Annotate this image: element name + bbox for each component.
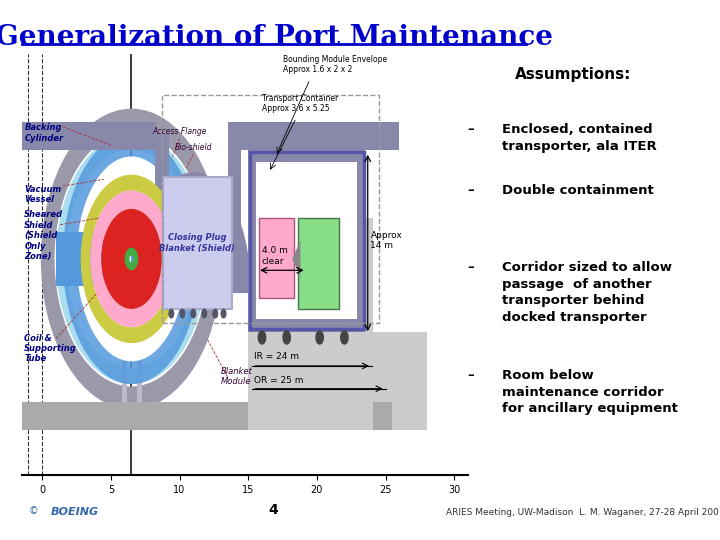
Text: Closing Plug
Blanket (Shield): Closing Plug Blanket (Shield) bbox=[159, 233, 235, 253]
Bar bbox=[137, 316, 143, 407]
Text: –: – bbox=[467, 261, 474, 274]
Bar bbox=[228, 134, 241, 293]
Text: Transport Container
Approx 3.6 x 5.25: Transport Container Approx 3.6 x 5.25 bbox=[262, 93, 338, 113]
Circle shape bbox=[340, 330, 348, 345]
Text: Coil &
Supporting
Tube: Coil & Supporting Tube bbox=[24, 334, 77, 363]
Text: ©: © bbox=[29, 505, 39, 516]
Text: Sheared
Shield
(Shield
Only
Zone): Sheared Shield (Shield Only Zone) bbox=[24, 210, 63, 261]
Text: Generalization of Port Maintenance: Generalization of Port Maintenance bbox=[0, 24, 553, 51]
Wedge shape bbox=[56, 134, 207, 384]
Bar bbox=[259, 218, 294, 298]
Text: Bio-shield: Bio-shield bbox=[174, 143, 212, 152]
Circle shape bbox=[179, 308, 185, 319]
Text: Bounding Module Envelope
Approx 1.6 x 2 x 2: Bounding Module Envelope Approx 1.6 x 2 … bbox=[282, 55, 387, 74]
Text: Enclosed, contained
transporter, ala ITER: Enclosed, contained transporter, ala ITE… bbox=[502, 123, 657, 153]
Ellipse shape bbox=[76, 157, 186, 361]
Text: –: – bbox=[467, 369, 474, 382]
Wedge shape bbox=[41, 109, 222, 409]
Text: Approx
14 m: Approx 14 m bbox=[371, 231, 402, 251]
Text: BOEING: BOEING bbox=[50, 507, 99, 517]
Bar bbox=[155, 134, 168, 293]
Text: 4: 4 bbox=[269, 503, 279, 517]
Text: Room below
maintenance corridor
for ancillary equipment: Room below maintenance corridor for anci… bbox=[502, 369, 678, 415]
Text: Corridor sized to allow
passage  of another
transporter behind
docked transporte: Corridor sized to allow passage of anoth… bbox=[502, 261, 672, 324]
Circle shape bbox=[168, 308, 174, 319]
Text: Vacuum
Vessel: Vacuum Vessel bbox=[24, 185, 62, 204]
Bar bbox=[365, 218, 373, 430]
Circle shape bbox=[282, 330, 291, 345]
Bar bbox=[22, 402, 392, 430]
Bar bbox=[122, 316, 127, 407]
Wedge shape bbox=[90, 191, 173, 327]
Text: 4.0 m
clear: 4.0 m clear bbox=[262, 246, 288, 266]
Text: Backing
Cylinder: Backing Cylinder bbox=[24, 123, 63, 143]
Text: Assumptions:: Assumptions: bbox=[516, 67, 631, 82]
Bar bbox=[248, 332, 427, 430]
Circle shape bbox=[202, 308, 207, 319]
Bar bbox=[22, 122, 156, 150]
Circle shape bbox=[315, 330, 324, 345]
Wedge shape bbox=[125, 247, 138, 271]
Wedge shape bbox=[102, 209, 162, 309]
Text: Double containment: Double containment bbox=[502, 184, 653, 197]
Circle shape bbox=[190, 308, 197, 319]
Text: IR = 24 m: IR = 24 m bbox=[253, 352, 299, 361]
Bar bbox=[228, 122, 400, 150]
Text: Blanket
Module: Blanket Module bbox=[221, 367, 253, 386]
Ellipse shape bbox=[63, 134, 200, 384]
Bar bbox=[248, 150, 365, 332]
Bar bbox=[256, 162, 357, 319]
FancyBboxPatch shape bbox=[163, 177, 232, 309]
Bar bbox=[132, 232, 159, 286]
Circle shape bbox=[258, 330, 266, 345]
Polygon shape bbox=[159, 227, 179, 291]
Text: –: – bbox=[467, 184, 474, 197]
Circle shape bbox=[220, 308, 227, 319]
Circle shape bbox=[212, 308, 218, 319]
Bar bbox=[297, 218, 339, 309]
Text: Access Flange: Access Flange bbox=[153, 127, 207, 136]
Wedge shape bbox=[81, 174, 182, 343]
Bar bbox=[248, 332, 373, 430]
Text: ARIES Meeting, UW-Madison  L. M. Waganer, 27-28 April 200: ARIES Meeting, UW-Madison L. M. Waganer,… bbox=[446, 508, 719, 517]
Text: OR = 25 m: OR = 25 m bbox=[253, 376, 303, 385]
Text: –: – bbox=[467, 123, 474, 136]
Polygon shape bbox=[292, 241, 300, 277]
Bar bbox=[56, 232, 104, 286]
